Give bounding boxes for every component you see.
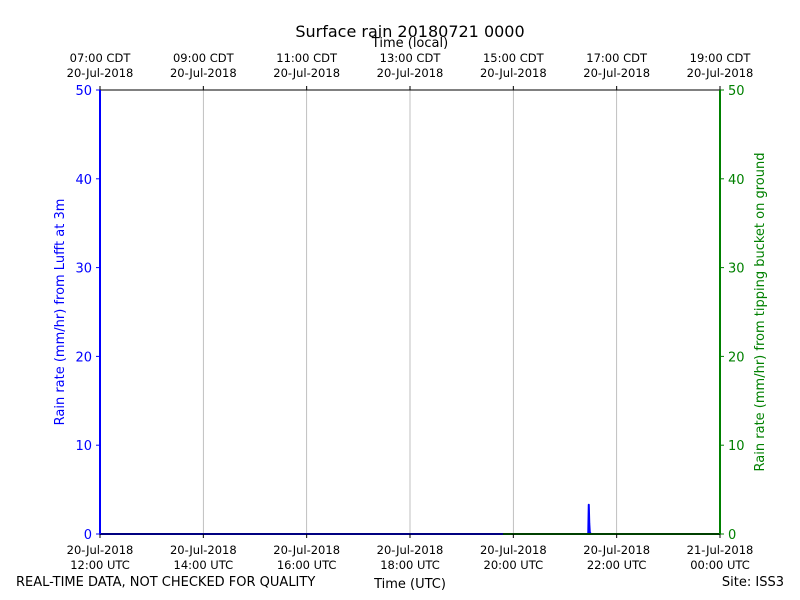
top-tick-date: 20-Jul-2018 [67,66,134,80]
bottom-tick-date: 20-Jul-2018 [273,543,340,557]
bottom-axis-label: Time (UTC) [373,577,446,592]
bottom-tick-time: 12:00 UTC [70,558,130,572]
left-tick-label: 20 [75,350,92,365]
left-axis-label: Rain rate (mm/hr) from Lufft at 3m [53,199,68,426]
bottom-tick-time: 22:00 UTC [587,558,647,572]
top-tick-time: 15:00 CDT [483,51,545,65]
right-tick-label: 0 [728,528,736,543]
top-tick-time: 13:00 CDT [380,51,442,65]
left-tick-label: 50 [75,84,92,99]
right-tick-label: 50 [728,84,745,99]
top-tick-date: 20-Jul-2018 [583,66,650,80]
bottom-tick-time: 20:00 UTC [484,558,544,572]
chart-title: Surface rain 20180721 0000 [295,22,524,41]
bottom-tick-time: 18:00 UTC [380,558,440,572]
right-tick-label: 30 [728,262,745,277]
right-axis-label: Rain rate (mm/hr) from tipping bucket on… [753,153,768,472]
top-tick-time: 17:00 CDT [586,51,648,65]
left-tick-label: 10 [75,439,92,454]
right-tick-label: 10 [728,439,745,454]
bottom-tick-date: 20-Jul-2018 [583,543,650,557]
top-tick-date: 20-Jul-2018 [687,66,754,80]
left-tick-label: 40 [75,173,92,188]
top-tick-date: 20-Jul-2018 [480,66,547,80]
bottom-tick-date: 20-Jul-2018 [377,543,444,557]
bottom-tick-time: 14:00 UTC [174,558,234,572]
top-tick-time: 07:00 CDT [70,51,132,65]
top-tick-date: 20-Jul-2018 [377,66,444,80]
bottom-tick-date: 20-Jul-2018 [170,543,237,557]
bottom-tick-date: 20-Jul-2018 [67,543,134,557]
top-tick-date: 20-Jul-2018 [273,66,340,80]
right-tick-label: 40 [728,173,745,188]
left-tick-label: 0 [84,528,92,543]
left-tick-label: 30 [75,262,92,277]
top-tick-time: 11:00 CDT [276,51,338,65]
top-tick-date: 20-Jul-2018 [170,66,237,80]
right-tick-label: 20 [728,350,745,365]
bottom-tick-time: 00:00 UTC [690,558,750,572]
site-label: Site: ISS3 [721,575,784,590]
bottom-tick-time: 16:00 UTC [277,558,337,572]
top-axis-label: Time (local) [371,36,448,51]
top-tick-time: 09:00 CDT [173,51,235,65]
quality-notice: REAL-TIME DATA, NOT CHECKED FOR QUALITY [16,575,316,590]
bottom-tick-date: 21-Jul-2018 [687,543,754,557]
top-tick-time: 19:00 CDT [690,51,752,65]
bottom-tick-date: 20-Jul-2018 [480,543,547,557]
